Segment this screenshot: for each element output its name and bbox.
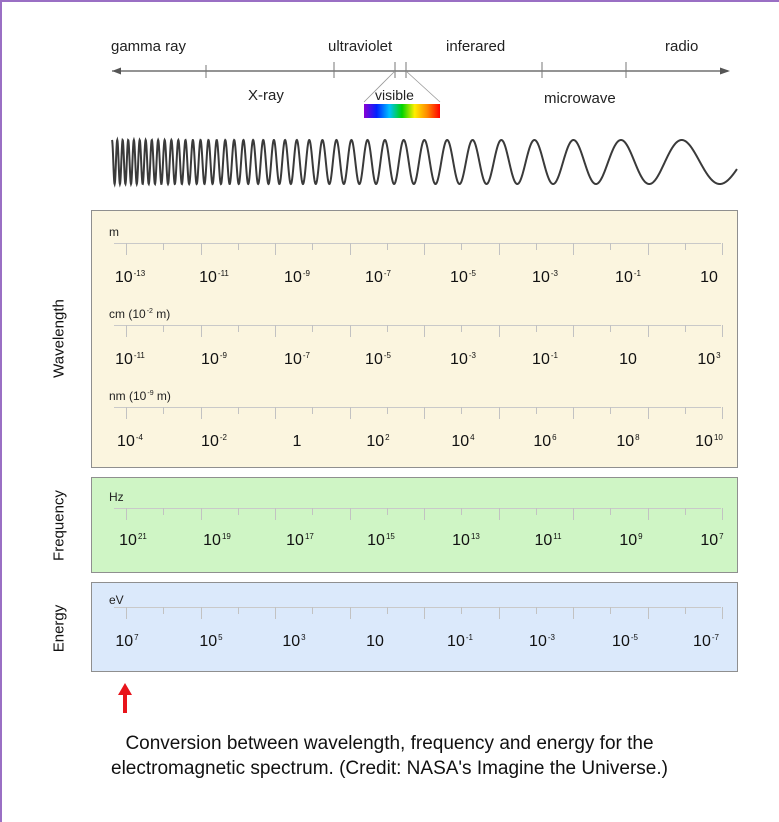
caption-line-2: electromagnetic spectrum. (Credit: NASA'… (111, 758, 668, 779)
unit-label: eV (109, 593, 124, 607)
scale-value-wavelength-1-2: 10-7 (284, 351, 310, 368)
scale-value-wavelength-1-6: 10 (619, 351, 637, 368)
scale-value-frequency-1: 1019 (203, 532, 231, 549)
spectrum-axis (112, 62, 730, 118)
scale-value-wavelength-1-4: 10-3 (450, 351, 476, 368)
scale-value-wavelength-2-6: 108 (616, 433, 640, 450)
tick-scale (92, 506, 737, 520)
scale-value-frequency-0: 1021 (119, 532, 147, 549)
scale-value-wavelength-1-1: 10-9 (201, 351, 227, 368)
scale-value-wavelength-0-6: 10-1 (615, 269, 641, 286)
scale-value-wavelength-2-5: 106 (533, 433, 557, 450)
scale-value-wavelength-0-4: 10-5 (450, 269, 476, 286)
scale-value-wavelength-0-3: 10-7 (365, 269, 391, 286)
scale-value-frequency-2: 1017 (286, 532, 314, 549)
scale-value-wavelength-2-4: 104 (451, 433, 475, 450)
scale-value-energy-6: 10-5 (612, 633, 638, 650)
visible-spectrum-bar (364, 104, 440, 118)
band-label-x-ray: X-ray (248, 87, 284, 104)
scale-value-energy-2: 103 (282, 633, 306, 650)
tick-scale (92, 241, 737, 255)
wave-illustration (111, 136, 738, 188)
scale-value-wavelength-0-7: 10 (700, 269, 718, 286)
frequency-panel: Hz 1021 1019 1017 1015 1013 1011 109 107 (91, 477, 738, 573)
scale-value-energy-4: 10-1 (447, 633, 473, 650)
scale-value-energy-5: 10-3 (529, 633, 555, 650)
caption-line-1: Conversion between wavelength, frequency… (125, 733, 654, 754)
scale-value-wavelength-0-2: 10-9 (284, 269, 310, 286)
unit-label: m (109, 225, 119, 239)
unit-label: Hz (109, 490, 124, 504)
scale-value-wavelength-2-1: 10-2 (201, 433, 227, 450)
scale-value-wavelength-1-5: 10-1 (532, 351, 558, 368)
scale-value-wavelength-1-7: 103 (697, 351, 721, 368)
tick-scale (92, 323, 737, 337)
band-label-microwave: microwave (544, 90, 616, 107)
scale-value-frequency-7: 107 (700, 532, 724, 549)
scale-value-frequency-4: 1013 (452, 532, 480, 549)
tick-scale (92, 605, 737, 619)
band-label-gamma-ray: gamma ray (111, 38, 187, 55)
red-arrow-marker (118, 683, 132, 713)
tick-scale (92, 405, 737, 419)
scale-value-wavelength-1-3: 10-5 (365, 351, 391, 368)
scale-value-frequency-5: 1011 (534, 532, 562, 549)
band-label-infrared: inferared (446, 38, 506, 55)
scale-value-wavelength-2-7: 1010 (695, 433, 723, 450)
wavelength-axis-label: Wavelength (50, 299, 68, 378)
scale-value-wavelength-1-0: 10-11 (115, 351, 145, 368)
wavelength-panel: m 10-13 10-11 10-9 10-7 10-5 10-3 10-1 10 cm (10-… (91, 210, 738, 468)
band-label-radio: radio (665, 38, 699, 55)
scale-value-wavelength-2-2: 1 (292, 433, 302, 450)
scale-value-frequency-3: 1015 (367, 532, 395, 549)
figure-caption: Conversion between wavelength, frequency… (0, 731, 779, 781)
energy-axis-label: Energy (50, 604, 68, 653)
energy-panel: eV 107 105 103 10 10-1 10-3 10-5 10-7 (91, 582, 738, 672)
frequency-axis-label: Frequency (50, 490, 68, 561)
band-label-ultraviolet: ultraviolet (328, 38, 393, 55)
unit-label: cm (10-2 m) (109, 307, 171, 321)
scale-value-energy-1: 105 (199, 633, 223, 650)
band-label-visible: visible (375, 87, 414, 103)
visible-color-strip (364, 104, 440, 118)
scale-value-wavelength-0-5: 10-3 (532, 269, 558, 286)
unit-label: nm (10-9 m) (109, 389, 171, 403)
scale-value-wavelength-2-0: 10-4 (117, 433, 143, 450)
scale-value-energy-3: 10 (366, 633, 384, 650)
scale-value-energy-7: 10-7 (693, 633, 719, 650)
scale-value-frequency-6: 109 (619, 532, 643, 549)
scale-value-energy-0: 107 (115, 633, 139, 650)
scale-value-wavelength-2-3: 102 (366, 433, 390, 450)
scale-value-wavelength-0-1: 10-11 (199, 269, 229, 286)
scale-value-wavelength-0-0: 10-13 (114, 269, 146, 286)
